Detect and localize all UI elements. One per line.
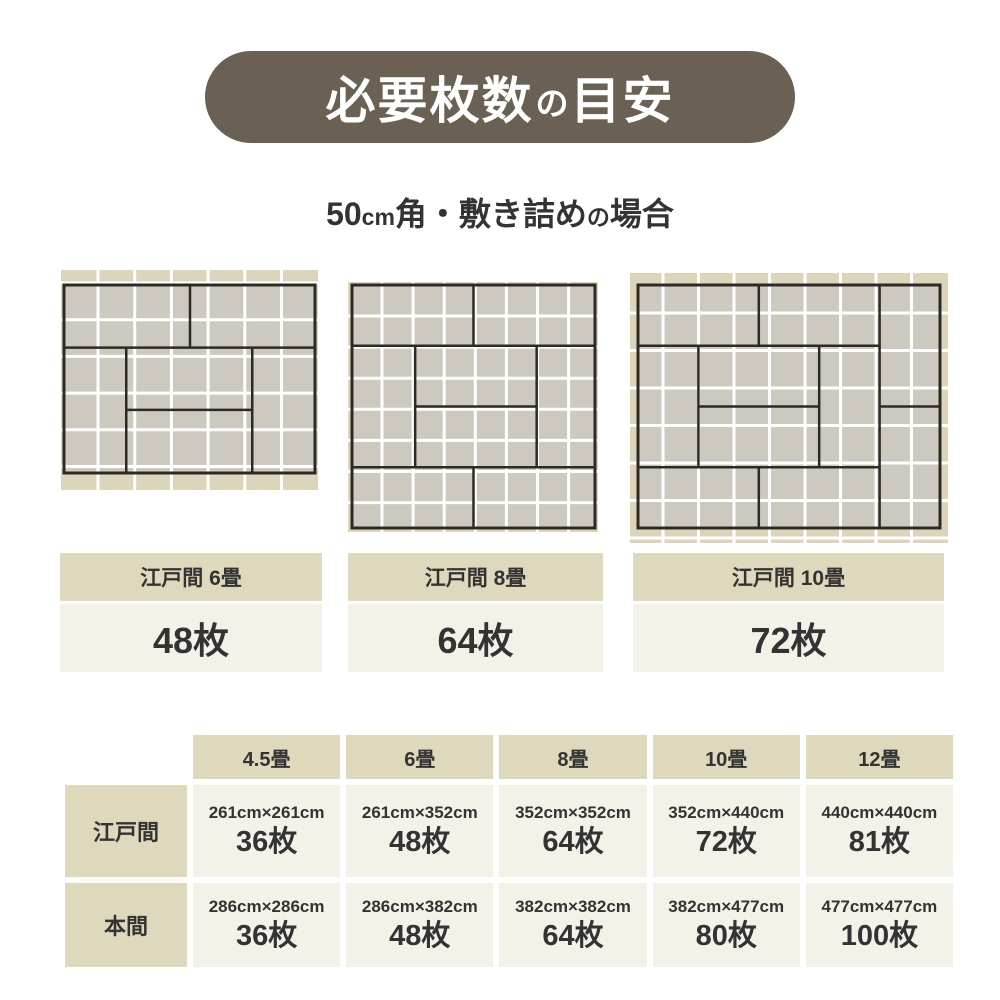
tile-count: 36枚 (235, 920, 298, 952)
tile-count: 80枚 (695, 920, 757, 952)
tile-count: 36枚 (235, 826, 298, 858)
room-dimensions: 286cm×286cm (208, 896, 325, 916)
page-title-particle: の (535, 85, 569, 122)
tile-count: 100枚 (840, 920, 919, 952)
tile-count: 64枚 (542, 920, 604, 952)
title-pill: 必要枚数の目安 (205, 51, 795, 143)
room-dimensions: 261cm×261cm (208, 802, 325, 822)
room-dimensions: 352cm×440cm (668, 802, 785, 822)
room-size-label: 江戸間 10畳 (633, 553, 944, 601)
diagram-label-box-8jo: 江戸間 8畳 64枚 (348, 553, 603, 672)
col-header-12jo: 12畳 (805, 735, 953, 779)
table-cell: 382cm×382cm 64枚 (499, 883, 647, 967)
col-header-8jo: 8畳 (499, 735, 647, 779)
table-cell: 261cm×352cm 48枚 (346, 785, 494, 877)
tile-count: 64枚 (542, 826, 604, 858)
table-cell: 286cm×286cm 36枚 (193, 883, 341, 967)
tile-count: 72枚 (695, 826, 757, 858)
room-dimensions: 286cm×382cm (361, 896, 478, 916)
col-header-10jo: 10畳 (652, 735, 800, 779)
tile-count: 81枚 (848, 826, 911, 858)
room-size-label: 江戸間 8畳 (348, 553, 603, 601)
table-corner-empty (65, 735, 187, 779)
table-cell: 286cm×382cm 48枚 (346, 883, 494, 967)
subtitle-tail: 場合 (609, 196, 674, 232)
subtitle-mid: 角・敷き詰め (394, 196, 587, 232)
table-cell: 352cm×440cm 72枚 (652, 785, 800, 877)
diagram-label-box-10jo: 江戸間 10畳 72枚 (633, 553, 944, 672)
tile-count: 48枚 (389, 826, 451, 858)
table-cell: 352cm×352cm 64枚 (499, 785, 647, 877)
page-title-part1: 必要枚数 (325, 73, 534, 129)
table-cell: 477cm×477cm 100枚 (805, 883, 953, 967)
tatami-layout-diagram-6jo (61, 270, 318, 490)
table-cell: 440cm×440cm 81枚 (805, 785, 953, 877)
room-dimensions: 352cm×352cm (515, 802, 631, 822)
tatami-layout-diagram-10jo (630, 273, 948, 543)
row-header-honma: 本間 (65, 883, 187, 967)
room-size-label: 江戸間 6畳 (60, 553, 322, 601)
page-title-part2: 目安 (570, 73, 675, 129)
tile-count-value: 64枚 (348, 604, 603, 672)
room-dimensions: 382cm×477cm (668, 896, 785, 916)
room-dimensions: 382cm×382cm (515, 896, 631, 916)
col-header-6jo: 6畳 (346, 735, 494, 779)
subtitle: 50cm角・敷き詰めの場合 (0, 189, 1000, 235)
subtitle-particle: の (586, 204, 610, 230)
room-dimensions: 261cm×352cm (361, 802, 478, 822)
subtitle-unit: cm (361, 204, 395, 230)
tile-count: 48枚 (389, 920, 451, 952)
table-cell: 261cm×261cm 36枚 (193, 785, 341, 877)
room-dimensions: 440cm×440cm (821, 802, 938, 822)
room-dimensions: 477cm×477cm (821, 896, 938, 916)
row-header-edoma: 江戸間 (65, 785, 187, 877)
subtitle-number: 50 (326, 196, 362, 232)
tatami-layout-diagram-8jo (348, 282, 598, 532)
col-header-4-5jo: 4.5畳 (193, 735, 341, 779)
tile-count-value: 72枚 (633, 604, 944, 672)
tile-count-value: 48枚 (60, 604, 322, 672)
size-table: 4.5畳 6畳 8畳 10畳 12畳 江戸間 261cm×261cm 36枚 2… (65, 735, 953, 967)
diagram-label-box-6jo: 江戸間 6畳 48枚 (60, 553, 322, 672)
table-cell: 382cm×477cm 80枚 (652, 883, 800, 967)
